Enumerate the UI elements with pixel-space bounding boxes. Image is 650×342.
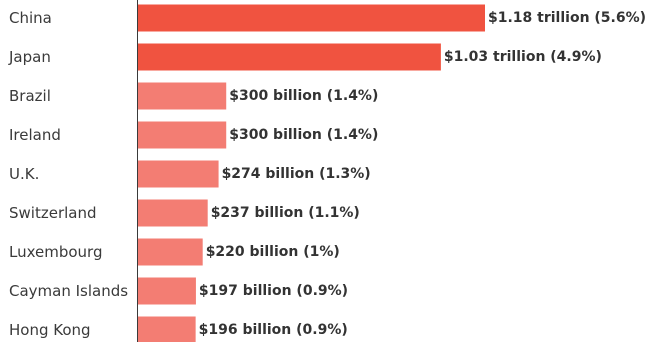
data-label-u-k: $274 billion (1.3%): [222, 166, 371, 182]
category-label-switzerland: Switzerland: [9, 204, 97, 222]
bar-cayman-islands: [138, 277, 196, 305]
bar-luxembourg: [138, 238, 203, 266]
data-label-china: $1.18 trillion (5.6%): [488, 10, 646, 26]
data-label-brazil: $300 billion (1.4%): [229, 88, 378, 104]
category-label-china: China: [9, 9, 52, 27]
data-label-japan: $1.03 trillion (4.9%): [444, 49, 602, 65]
bar-brazil: [138, 82, 227, 110]
category-label-brazil: Brazil: [9, 87, 51, 105]
category-label-ireland: Ireland: [9, 126, 61, 144]
bar-ireland: [138, 121, 227, 149]
category-labels-group: China Japan Brazil Ireland U.K. Switzerland Lu…: [8, 9, 128, 339]
data-label-luxembourg: $220 billion (1%): [206, 244, 340, 260]
category-label-japan: Japan: [8, 48, 51, 66]
category-label-u-k: U.K.: [9, 165, 39, 183]
data-label-switzerland: $237 billion (1.1%): [211, 205, 360, 221]
category-label-luxembourg: Luxembourg: [9, 243, 103, 261]
bars-group: [138, 4, 485, 342]
data-label-ireland: $300 billion (1.4%): [229, 127, 378, 143]
bar-hong-kong: [138, 316, 196, 342]
data-labels-group: $1.18 trillion (5.6%) $1.03 trillion (4.9…: [199, 10, 646, 338]
data-label-cayman-islands: $197 billion (0.9%): [199, 283, 348, 299]
data-label-hong-kong: $196 billion (0.9%): [199, 322, 348, 338]
bar-japan: [138, 43, 441, 71]
bar-china: [138, 4, 485, 32]
category-label-hong-kong: Hong Kong: [9, 321, 91, 339]
bar-u-k: [138, 160, 219, 188]
category-label-cayman-islands: Cayman Islands: [9, 282, 128, 300]
bar-switzerland: [138, 199, 208, 227]
